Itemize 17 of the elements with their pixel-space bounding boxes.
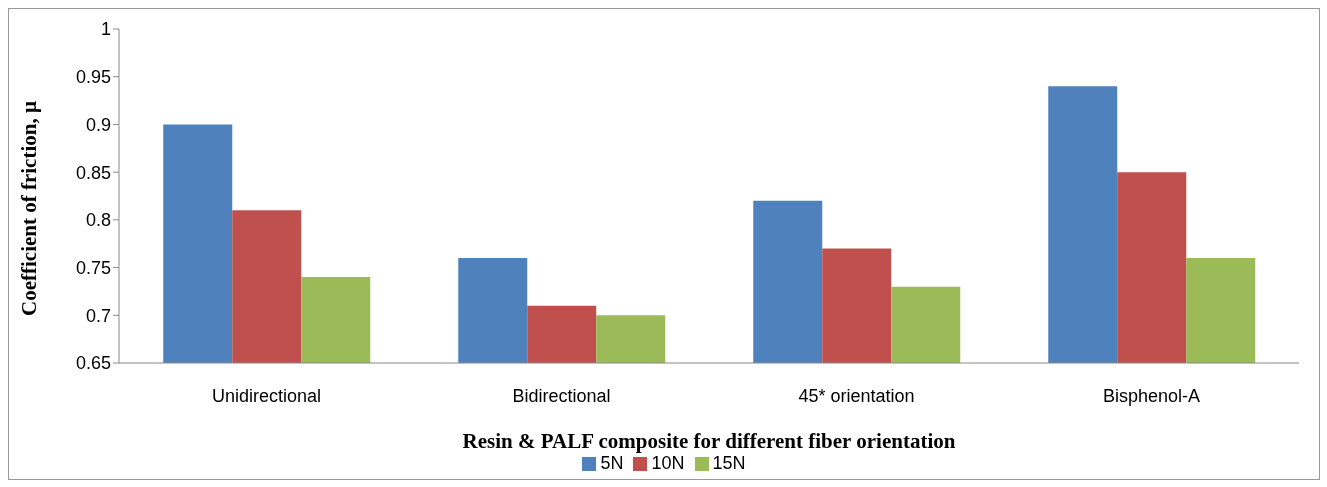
y-axis-title: Coefficient of friction, μ: [17, 101, 42, 316]
y-tick-label: 0.75: [75, 257, 111, 278]
y-tick-label: 0.8: [85, 210, 111, 231]
y-tick-label: 0.65: [75, 353, 111, 374]
y-tick-label: 0.7: [85, 305, 111, 326]
legend-label: 15N: [712, 453, 746, 473]
y-tick-label: 0.95: [75, 67, 111, 88]
x-tick-label: 45* orientation: [798, 385, 915, 406]
x-axis-title: Resin & PALF composite for different fiber orientation: [462, 429, 956, 453]
y-tick-label: 0.9: [85, 114, 111, 135]
x-tick-label: Bidirectional: [512, 385, 611, 406]
legend-label: 5N: [600, 453, 624, 473]
x-tick-label: Unidirectional: [211, 385, 322, 406]
y-tick-label: 0.85: [75, 162, 111, 183]
y-tick-label: 1: [100, 19, 111, 40]
legend-label: 10N: [651, 453, 685, 473]
x-tick-label: Bisphenol-A: [1102, 385, 1201, 406]
